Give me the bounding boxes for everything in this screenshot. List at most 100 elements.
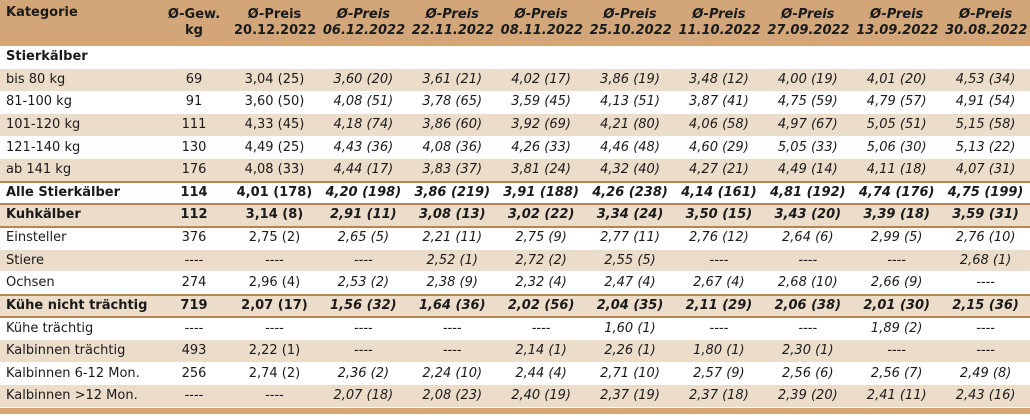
- row-preis-cell: 4,74 (176): [852, 181, 942, 205]
- row-preis-cell: ----: [230, 384, 319, 408]
- header-preis-date: 30.08.2022: [945, 23, 1028, 38]
- row-preis-cell: 3,86 (219): [407, 181, 497, 205]
- row-preis-cell: 2,38 (9): [407, 271, 497, 296]
- row-preis-cell: 2,56 (6): [763, 362, 853, 386]
- row-preis-cell: 3,78 (65): [407, 91, 497, 115]
- row-preis-cell: 2,77 (11): [585, 226, 675, 250]
- row-preis-cell: ----: [230, 317, 319, 341]
- row-preis-cell: 3,87 (41): [674, 91, 764, 115]
- row-label: Stiere: [0, 249, 158, 273]
- row-preis-cell: ----: [763, 249, 853, 273]
- price-table: Kategorie Ø-Gew. kg Ø-Preis 20.12.2022 Ø-P…: [0, 0, 1030, 408]
- header-preis-4: Ø-Preis 25.10.2022: [586, 0, 675, 46]
- table-row: Einsteller 376 2,75 (2) 2,65 (5) 2,21 (11) 2,…: [0, 226, 1030, 250]
- row-preis-cell: ----: [674, 317, 764, 341]
- header-preis-date: 11.10.2022: [678, 23, 761, 38]
- row-gewicht: 256: [158, 362, 230, 386]
- row-preis-cell: 4,11 (18): [852, 158, 942, 183]
- row-preis-cell: ----: [407, 317, 497, 341]
- header-preis-3: Ø-Preis 08.11.2022: [497, 0, 586, 46]
- table-row: 101-120 kg 111 4,33 (45) 4,18 (74) 3,86 (60)…: [0, 113, 1030, 137]
- table-row: Kalbinnen >12 Mon. ---- ---- 2,07 (18) 2,08 …: [0, 384, 1030, 408]
- header-gewicht-line1: Ø-Gew.: [167, 7, 221, 22]
- section-row: Stierkälber: [0, 46, 1030, 70]
- row-preis-cell: 3,39 (18): [852, 204, 942, 228]
- row-label: Alle Stierkälber: [0, 181, 158, 205]
- row-preis-cell: 2,32 (4): [496, 271, 586, 296]
- row-preis-cell: 4,14 (161): [674, 181, 764, 205]
- row-label: Stierkälber: [0, 46, 158, 70]
- row-label: 121-140 kg: [0, 136, 158, 160]
- table-row: Ochsen 274 2,96 (4) 2,53 (2) 2,38 (9) 2,32 (4…: [0, 271, 1030, 296]
- header-preis-date: 20.12.2022: [234, 23, 317, 38]
- header-gewicht-line2: kg: [185, 23, 203, 38]
- row-preis-cell: 4,44 (17): [318, 158, 408, 183]
- row-preis-cell: ----: [941, 339, 1030, 363]
- row-preis-cell: 2,76 (10): [941, 226, 1030, 250]
- row-preis-cell: 3,08 (13): [407, 204, 497, 228]
- row-preis-cell: 4,75 (59): [763, 91, 853, 115]
- row-preis-cell: 2,15 (36): [941, 294, 1030, 318]
- row-preis-cell: 4,97 (67): [763, 113, 853, 137]
- row-preis-cell: 3,48 (12): [674, 68, 764, 92]
- row-preis-cell: 4,49 (25): [230, 136, 319, 160]
- header-gewicht: Ø-Gew. kg: [158, 0, 230, 46]
- row-preis-cell: ----: [318, 339, 408, 363]
- table-row: ab 141 kg 176 4,08 (33) 4,44 (17) 3,83 (37) 3…: [0, 158, 1030, 183]
- row-preis-cell: 4,18 (74): [318, 113, 408, 137]
- row-preis-cell: ----: [763, 317, 853, 341]
- header-preis-0: Ø-Preis 20.12.2022: [230, 0, 319, 46]
- row-preis-cell: 2,47 (4): [585, 271, 675, 296]
- total-row: Kuhkälber 112 3,14 (8) 2,91 (11) 3,08 (13) 3,…: [0, 204, 1030, 228]
- header-preis-7: Ø-Preis 13.09.2022: [852, 0, 941, 46]
- row-preis-cell: 2,37 (19): [585, 384, 675, 408]
- row-preis-cell: 3,59 (31): [941, 204, 1030, 228]
- row-preis-cell: 2,55 (5): [585, 249, 675, 273]
- table-row: 121-140 kg 130 4,49 (25) 4,43 (36) 4,08 (36)…: [0, 136, 1030, 160]
- row-preis-cell: 2,71 (10): [585, 362, 675, 386]
- row-preis-cell: 3,02 (22): [496, 204, 586, 228]
- row-preis-cell: 3,34 (24): [585, 204, 675, 228]
- header-preis-8: Ø-Preis 30.08.2022: [941, 0, 1030, 46]
- row-preis-cell: 3,04 (25): [230, 68, 319, 92]
- row-preis-cell: 4,13 (51): [585, 91, 675, 115]
- header-preis-label: Ø-Preis: [781, 7, 835, 22]
- row-preis-cell: 2,68 (1): [941, 249, 1030, 273]
- row-preis-cell: [407, 46, 497, 70]
- table-row: Kalbinnen 6-12 Mon. 256 2,74 (2) 2,36 (2) 2,…: [0, 362, 1030, 386]
- row-preis-cell: 1,64 (36): [407, 294, 497, 318]
- row-preis-cell: 3,86 (19): [585, 68, 675, 92]
- row-gewicht: 274: [158, 271, 230, 296]
- row-preis-cell: 2,75 (9): [496, 226, 586, 250]
- row-preis-cell: 2,22 (1): [230, 339, 319, 363]
- row-preis-cell: 4,07 (31): [941, 158, 1030, 183]
- row-preis-cell: 5,05 (33): [763, 136, 853, 160]
- header-preis-2: Ø-Preis 22.11.2022: [408, 0, 497, 46]
- row-preis-cell: [496, 46, 586, 70]
- header-preis-1: Ø-Preis 06.12.2022: [319, 0, 408, 46]
- header-preis-label: Ø-Preis: [514, 7, 568, 22]
- row-gewicht: 114: [158, 181, 230, 205]
- row-preis-cell: ----: [852, 249, 942, 273]
- row-preis-cell: 5,15 (58): [941, 113, 1030, 137]
- row-preis-cell: 1,60 (1): [585, 317, 675, 341]
- row-preis-cell: [852, 46, 942, 70]
- header-preis-label: Ø-Preis: [336, 7, 390, 22]
- row-preis-cell: ----: [318, 317, 408, 341]
- row-preis-cell: 4,06 (58): [674, 113, 764, 137]
- row-preis-cell: 4,08 (36): [407, 136, 497, 160]
- row-gewicht: 376: [158, 226, 230, 250]
- table-header: Kategorie Ø-Gew. kg Ø-Preis 20.12.2022 Ø-P…: [0, 0, 1030, 46]
- row-gewicht: [158, 46, 230, 70]
- row-label: ab 141 kg: [0, 158, 158, 183]
- row-preis-cell: [763, 46, 853, 70]
- row-preis-cell: 2,40 (19): [496, 384, 586, 408]
- row-preis-cell: 4,53 (34): [941, 68, 1030, 92]
- row-preis-cell: 4,01 (178): [230, 181, 319, 205]
- row-preis-cell: 3,92 (69): [496, 113, 586, 137]
- row-preis-cell: 4,33 (45): [230, 113, 319, 137]
- row-preis-cell: 4,46 (48): [585, 136, 675, 160]
- row-preis-cell: 2,57 (9): [674, 362, 764, 386]
- row-preis-cell: 2,53 (2): [318, 271, 408, 296]
- row-preis-cell: 4,32 (40): [585, 158, 675, 183]
